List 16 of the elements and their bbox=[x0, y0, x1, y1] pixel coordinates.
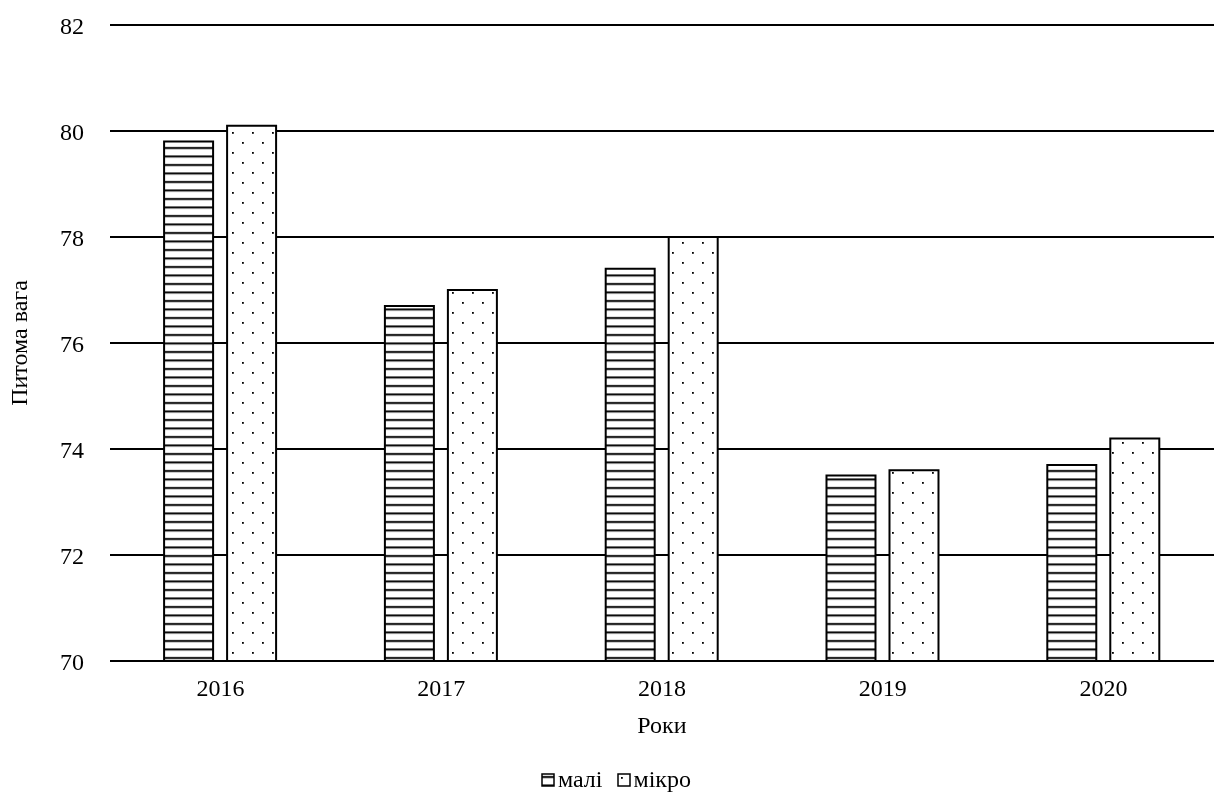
y-tick-label: 70 bbox=[60, 648, 84, 675]
x-tick-label: 2019 bbox=[858, 675, 907, 702]
x-tick-label: 2020 bbox=[1079, 675, 1128, 702]
y-tick-label: 78 bbox=[60, 224, 84, 251]
y-tick-label: 80 bbox=[60, 118, 84, 145]
x-axis-title: Роки bbox=[637, 712, 687, 739]
x-tick-label: 2018 bbox=[638, 675, 686, 702]
x-tick-label: 2017 bbox=[417, 675, 466, 702]
y-axis-title: Питома вага bbox=[5, 279, 32, 406]
legend-label: мікро bbox=[633, 766, 692, 793]
y-tick-label: 82 bbox=[60, 12, 84, 39]
x-tick-label: 2016 bbox=[196, 675, 245, 702]
y-tick-label: 76 bbox=[60, 330, 84, 357]
legend-label: малі bbox=[557, 766, 603, 793]
y-tick-label: 74 bbox=[60, 436, 84, 463]
y-tick-label: 72 bbox=[60, 542, 84, 569]
